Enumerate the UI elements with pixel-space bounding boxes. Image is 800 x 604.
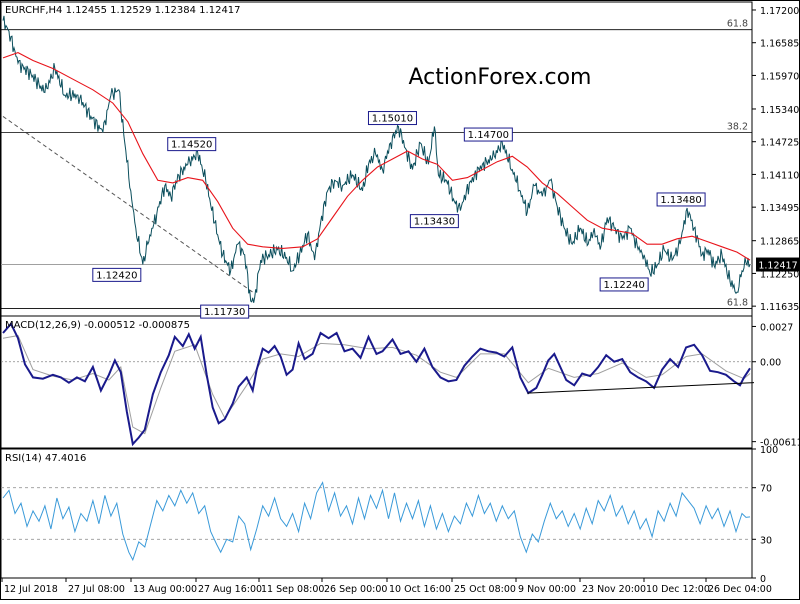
rsi-panel-title: RSI(14) 47.4016: [5, 453, 86, 464]
price-panel-title: EURCHF,H4 1.12455 1.12529 1.12384 1.1241…: [5, 5, 241, 16]
price-annotation-label: 1.15010: [372, 114, 413, 125]
x-tick-label: 26 Sep 00:00: [324, 584, 387, 595]
rsi-y-tick-label: 30: [760, 535, 772, 546]
dashed-trendline: [2, 116, 253, 293]
price-annotation-box: [167, 137, 217, 152]
x-tick-label: 27 Aug 16:00: [198, 584, 262, 595]
macd-line: [2, 322, 751, 447]
fibo-level-label: 61.8: [727, 298, 748, 309]
price-annotation-box: [92, 267, 142, 282]
price-y-tick-label: 1.15970: [760, 71, 799, 82]
price-annotation-label: 1.12420: [96, 270, 137, 281]
price-annotation-box: [599, 277, 649, 292]
price-annotation-box: [409, 214, 459, 229]
price-annotation-label: 1.13480: [660, 195, 701, 206]
price-y-tick-label: 1.14110: [760, 170, 799, 181]
price-y-tick-label: 1.16585: [760, 39, 799, 50]
price-annotation-label: 1.12240: [603, 280, 644, 291]
rsi-y-tick-label: 100: [760, 445, 778, 456]
price-y-tick-label: 1.12865: [760, 237, 799, 248]
macd-y-tick-label: 0.0027: [760, 322, 793, 333]
price-y-tick-label: 1.13495: [760, 203, 799, 214]
fibo-level-label: 61.8: [727, 19, 748, 30]
price-annotation-label: 1.13430: [414, 217, 455, 228]
moving-average-line: [2, 52, 751, 261]
macd-panel-frame: [0, 315, 753, 449]
x-tick-label: 12 Jul 2018: [4, 584, 58, 595]
macd-y-tick-label: -0.006114: [760, 438, 800, 449]
x-tick-label: 26 Dec 04:00: [708, 584, 772, 595]
macd-trendline: [527, 382, 755, 394]
price-y-tick-label: 1.12250: [760, 269, 799, 280]
price-annotation-box: [367, 111, 417, 126]
x-tick-label: 10 Dec 12:00: [646, 584, 710, 595]
price-annotation-box: [463, 127, 513, 142]
price-y-tick-label: 1.15340: [760, 105, 799, 116]
watermark: ActionForex.com: [409, 65, 592, 90]
price-y-tick-label: 1.11635: [760, 302, 799, 313]
price-series-line: [2, 15, 751, 303]
price-annotation-label: 1.11730: [204, 307, 245, 318]
macd-panel-title: MACD(12,26,9) -0.000512 -0.000875: [5, 320, 190, 331]
x-tick-label: 10 Oct 16:00: [389, 584, 451, 595]
rsi-y-tick-label: 0: [760, 574, 766, 585]
price-y-tick-label: 1.17200: [760, 6, 799, 17]
rsi-y-tick-label: 70: [760, 484, 772, 495]
price-y-tick-label: 1.14725: [760, 138, 799, 149]
price-annotation-box: [200, 304, 250, 319]
macd-y-tick-label: 0.00: [760, 358, 781, 369]
x-tick-label: 27 Jul 08:00: [68, 584, 125, 595]
last-price-label: 1.12417: [758, 261, 797, 272]
price-annotation-label: 1.14700: [468, 130, 509, 141]
fibo-level-label: 38.2: [727, 121, 748, 132]
price-annotation-label: 1.14520: [171, 140, 212, 151]
x-tick-label: 11 Sep 08:00: [261, 584, 324, 595]
macd-signal-line: [2, 335, 751, 435]
x-tick-label: 23 Nov 20:00: [582, 584, 646, 595]
price-annotation-box: [656, 192, 706, 207]
x-tick-label: 13 Aug 00:00: [133, 584, 197, 595]
rsi-line: [2, 481, 751, 562]
x-tick-label: 9 Nov 00:00: [518, 584, 576, 595]
x-tick-label: 25 Oct 08:00: [454, 584, 516, 595]
rsi-panel-frame: [0, 448, 753, 579]
last-price-badge: [756, 257, 800, 272]
